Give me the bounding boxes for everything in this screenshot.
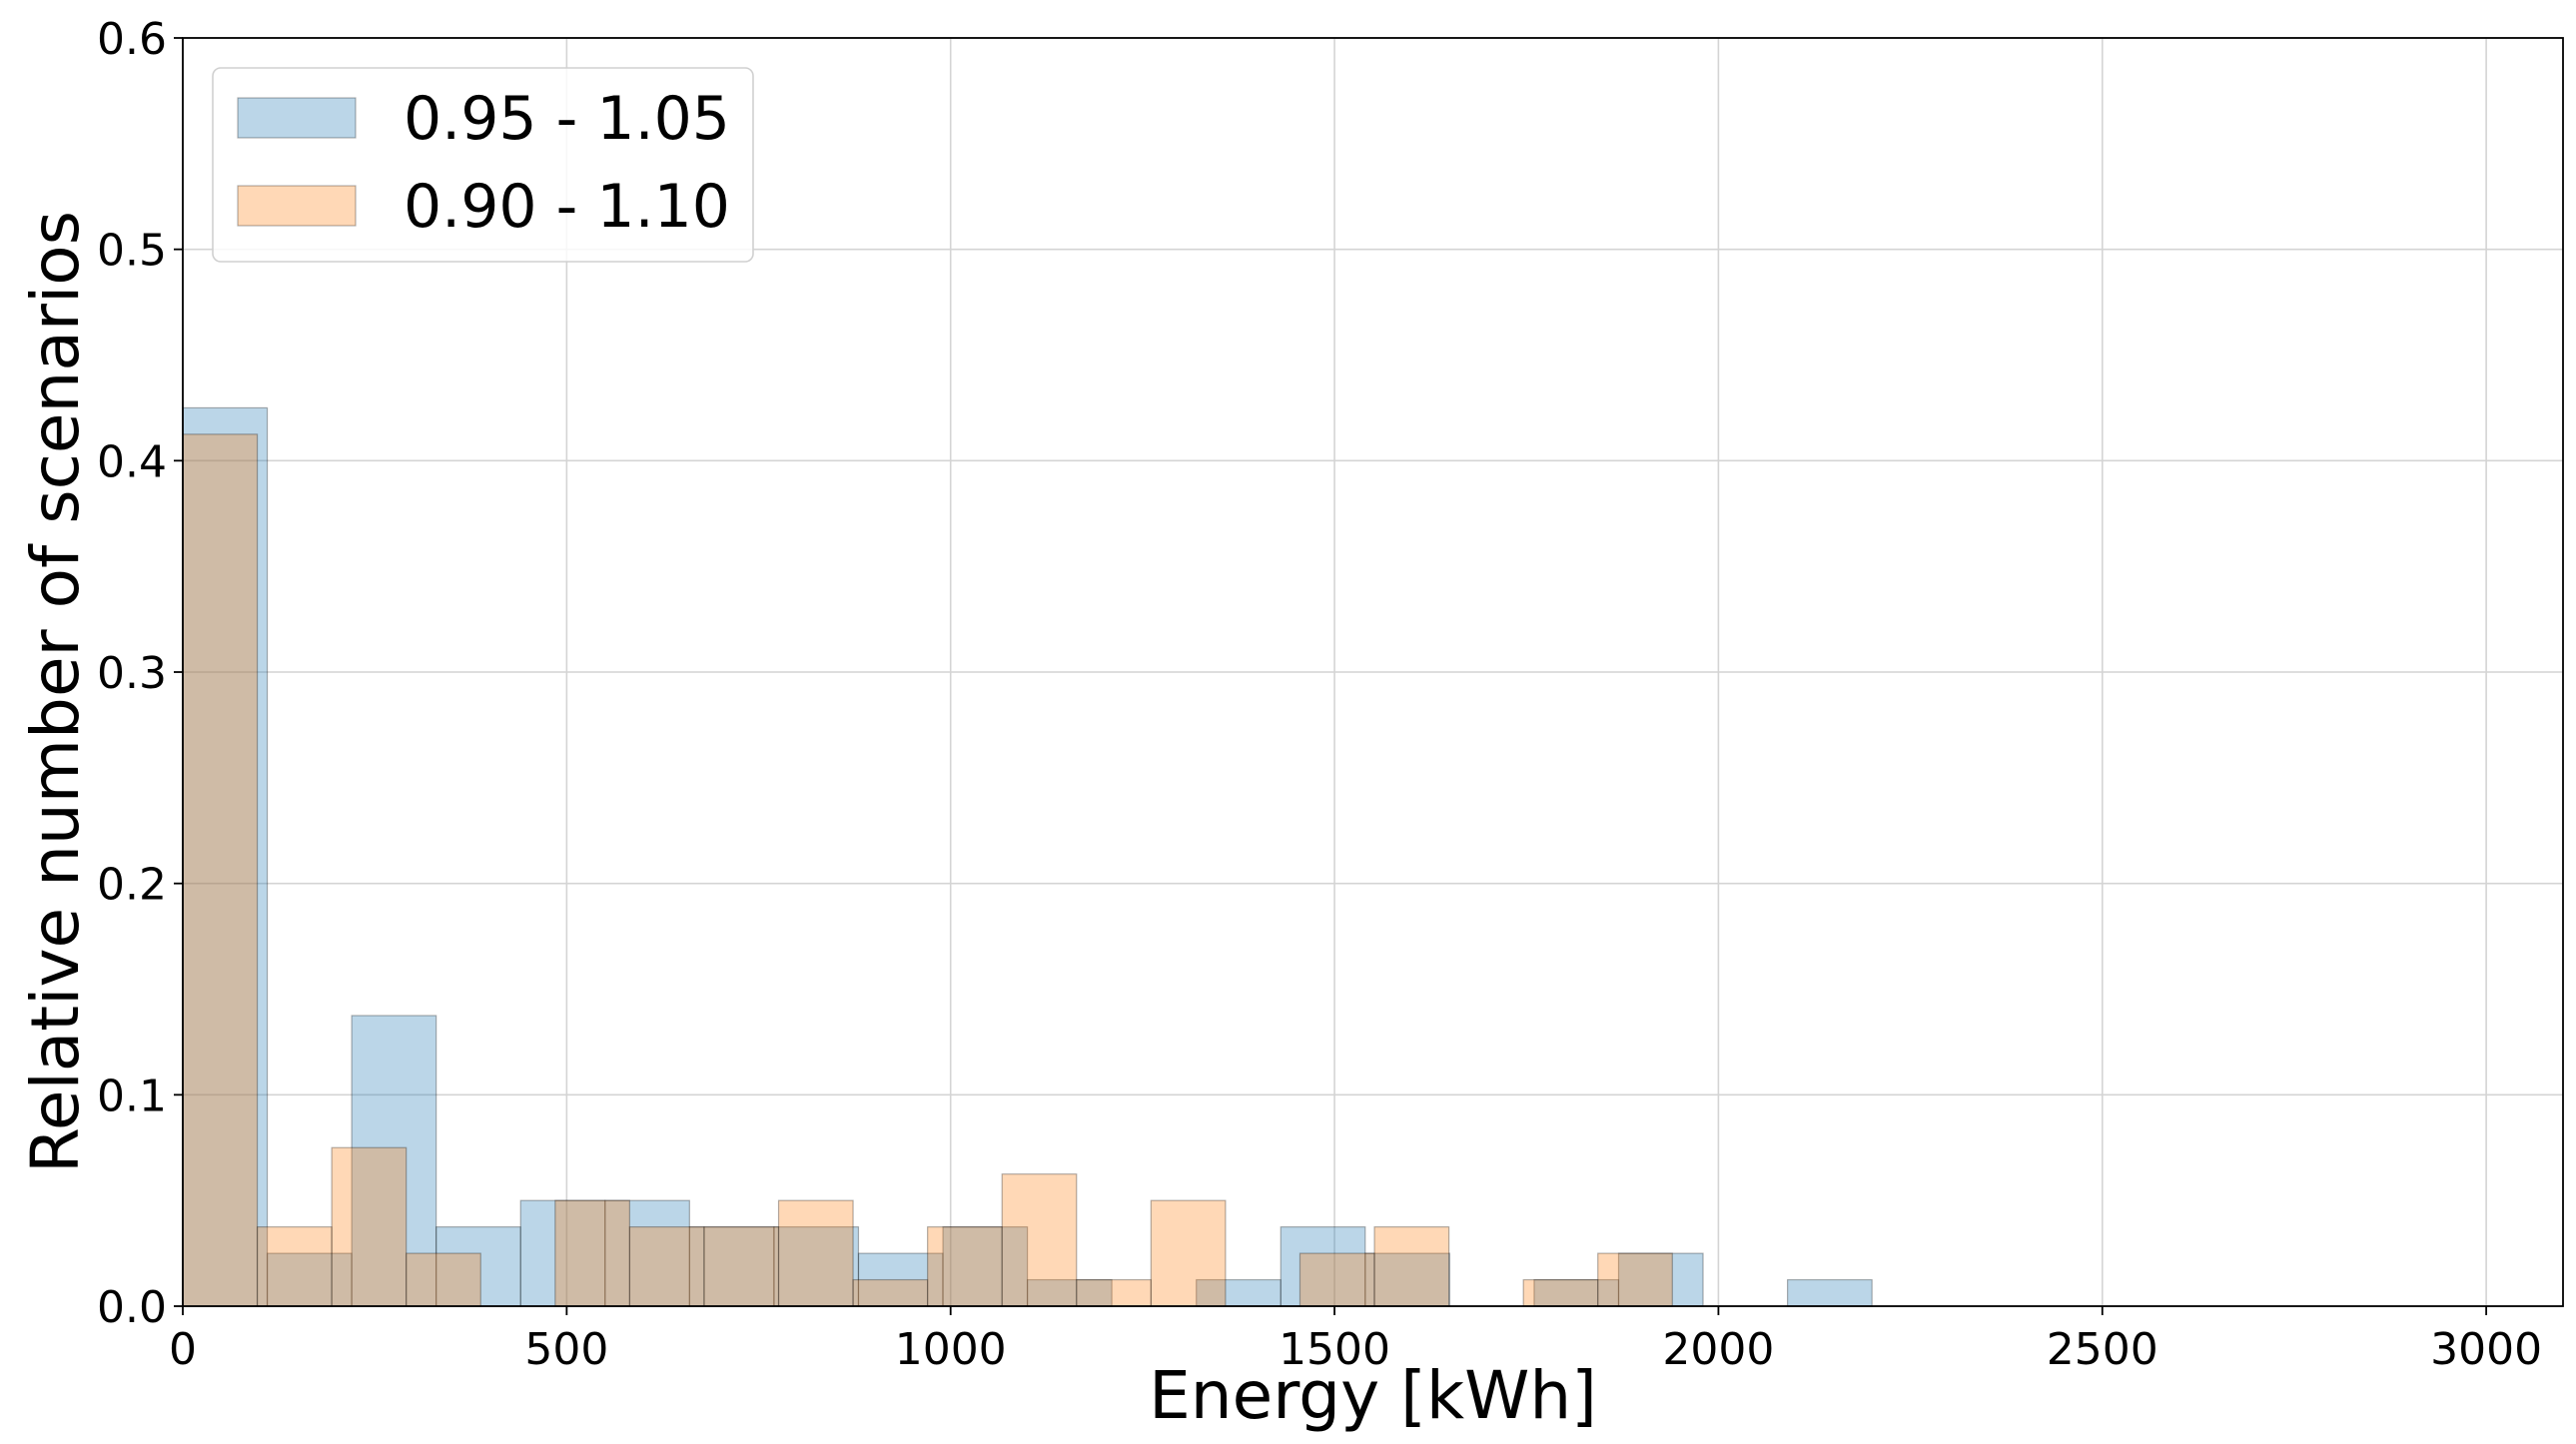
- tick-marks: [174, 37, 2488, 1315]
- bars: [182, 406, 1873, 1307]
- histogram-bar-series-1: [927, 1226, 1003, 1307]
- legend-box: [212, 67, 754, 263]
- legend-label-0-90-1-10: 0.90 - 1.10: [404, 172, 730, 242]
- y-tick-label: 0.3: [97, 648, 167, 699]
- histogram-bar-series-1: [1150, 1199, 1227, 1307]
- histogram-bar-series-1: [628, 1226, 705, 1307]
- legend-swatch-blue: [237, 97, 357, 139]
- histogram-bar-series-0: [1787, 1278, 1873, 1307]
- histogram-bar-series-0: [604, 1199, 690, 1307]
- histogram-bar-series-0: [351, 1015, 437, 1307]
- histogram-bar-series-1: [256, 1226, 333, 1307]
- histogram-bar-series-0: [688, 1226, 775, 1307]
- histogram-bar-series-1: [703, 1226, 780, 1307]
- y-tick-label: 0.0: [97, 1282, 167, 1333]
- y-tick-label: 0.5: [97, 226, 167, 277]
- x-axis-title: Energy [kWh]: [1149, 1357, 1597, 1434]
- histogram-bar-series-1: [1076, 1278, 1152, 1307]
- histogram-bar-series-0: [857, 1252, 944, 1307]
- histogram-bar-series-1: [1001, 1173, 1078, 1307]
- histogram-bar-series-0: [773, 1226, 860, 1307]
- histogram-bar-series-0: [1196, 1278, 1282, 1307]
- histogram-bar-series-0: [519, 1199, 606, 1307]
- x-tick-label: 0: [169, 1324, 197, 1375]
- x-tick-label: 2500: [2047, 1324, 2158, 1375]
- histogram-bar-series-0: [266, 1252, 353, 1307]
- x-tick-label: 3000: [2430, 1324, 2542, 1375]
- histogram-bar-series-1: [1522, 1278, 1599, 1307]
- histogram-bar-series-1: [406, 1252, 481, 1307]
- histogram-bar-series-1: [852, 1278, 929, 1307]
- y-tick-label: 0.2: [97, 860, 167, 911]
- histogram-bar-series-1: [1298, 1252, 1375, 1307]
- tick-labels: 0 500 1000 1500 2000 2500 3000 0.0 0.1 0.2 0.3 0.4 0…: [97, 14, 2542, 1375]
- histogram-bar-series-0: [1280, 1226, 1366, 1307]
- x-tick-label: 1500: [1279, 1324, 1390, 1375]
- histogram-bar-series-1: [554, 1199, 630, 1307]
- y-axis-title: Relative number of scenarios: [17, 211, 94, 1173]
- histogram-bar-series-0: [1533, 1278, 1620, 1307]
- x-tick-label: 1000: [895, 1324, 1007, 1375]
- histogram-bar-series-1: [182, 433, 259, 1307]
- y-tick-label: 0.4: [97, 436, 167, 487]
- histogram-bar-series-1: [1597, 1252, 1673, 1307]
- legend-swatch-orange: [237, 185, 357, 227]
- x-tick-label: 500: [524, 1324, 608, 1375]
- y-tick-label: 0.6: [97, 14, 167, 65]
- histogram-bar-series-1: [331, 1146, 408, 1307]
- histogram-bar-series-0: [1617, 1252, 1704, 1307]
- histogram-bar-series-1: [1373, 1226, 1450, 1307]
- histogram-bar-series-0: [435, 1226, 521, 1307]
- legend-label-0-95-1-05: 0.95 - 1.05: [404, 84, 730, 154]
- histogram-bar-series-0: [1364, 1252, 1450, 1307]
- histogram-bar-series-0: [182, 406, 269, 1307]
- histogram-bar-series-1: [777, 1199, 854, 1307]
- x-tick-label: 2000: [1662, 1324, 1774, 1375]
- legend: 0.95 - 1.05 0.90 - 1.10: [212, 67, 754, 263]
- y-tick-label: 0.1: [97, 1071, 167, 1121]
- histogram-bar-series-0: [1026, 1278, 1113, 1307]
